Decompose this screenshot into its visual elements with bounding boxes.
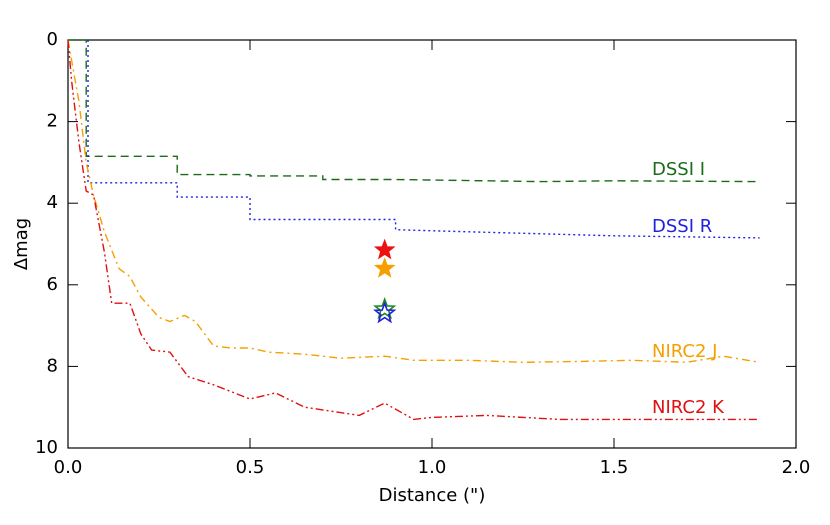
y-tick-label: 4 <box>47 192 58 213</box>
star-marker <box>373 257 396 278</box>
y-tick-label: 0 <box>47 29 58 50</box>
y-tick-label: 2 <box>47 111 58 132</box>
x-axis-label: Distance (") <box>379 485 486 506</box>
series-line <box>68 39 760 183</box>
series-label: DSSI I <box>652 159 705 180</box>
series-line <box>87 40 760 239</box>
plot-frame <box>67 39 797 449</box>
star-marker <box>373 297 397 320</box>
series-line <box>67 39 760 421</box>
x-tick-label: 1.0 <box>418 457 447 478</box>
y-tick-label: 10 <box>35 437 58 458</box>
series-label: NIRC2 J <box>652 341 717 362</box>
y-tick-label: 6 <box>47 274 58 295</box>
series-label: DSSI R <box>652 216 712 237</box>
x-tick-label: 2.0 <box>782 457 811 478</box>
x-tick-label: 0.0 <box>54 457 83 478</box>
series-label: NIRC2 K <box>652 397 725 418</box>
x-tick-label: 0.5 <box>236 457 265 478</box>
y-axis-label: Δmag <box>11 218 32 270</box>
x-tick-label: 1.5 <box>600 457 629 478</box>
star-marker <box>373 301 397 324</box>
y-tick-label: 8 <box>47 355 58 376</box>
series-line <box>67 39 760 364</box>
star-marker <box>373 238 396 260</box>
